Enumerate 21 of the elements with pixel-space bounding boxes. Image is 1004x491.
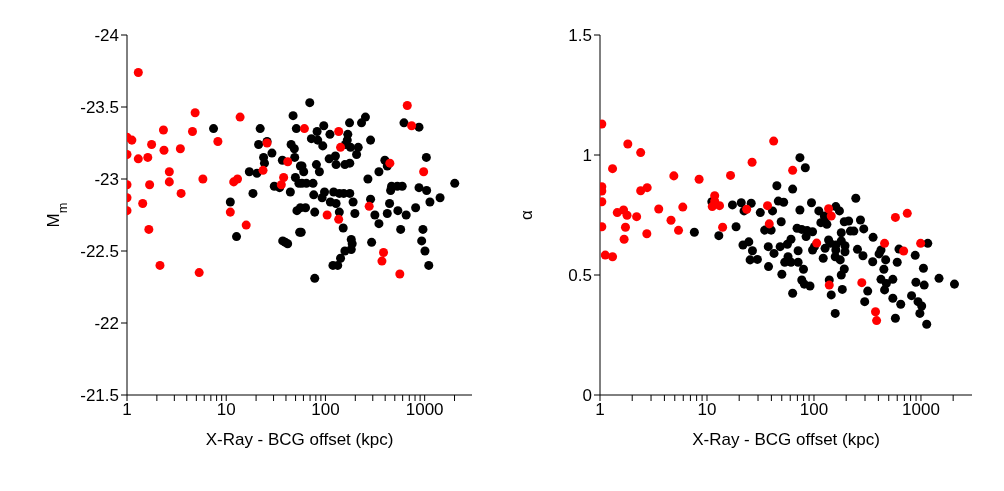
y-axis-title: α [517,209,536,220]
y-tick-label: 1.5 [568,26,592,46]
y-tick-label: 1 [582,146,592,166]
x-axis-title: X-Ray - BCG offset (kpc) [205,430,394,449]
y-tick-label: -22.5 [80,242,119,262]
x-tick-label: 100 [311,400,340,420]
x-tick-label: 1000 [902,400,940,420]
y-tick-label: -22 [94,314,119,334]
x-tick-label: 1000 [405,400,444,420]
x-tick-label: 10 [216,400,236,420]
x-tick-label: 10 [697,400,717,420]
x-tick-label: 1 [122,400,132,420]
y-tick-label: 0.5 [568,266,592,286]
y-tick-label: -23.5 [80,98,119,118]
y-tick-label: -23 [94,170,119,190]
y-tick-label: -24 [94,26,119,46]
y-tick-label: -21.5 [80,386,119,406]
x-tick-label: 100 [799,400,829,420]
y-tick-label: 0 [582,386,592,406]
x-tick-label: 1 [595,400,605,420]
x-axis-title: X-Ray - BCG offset (kpc) [692,430,880,449]
